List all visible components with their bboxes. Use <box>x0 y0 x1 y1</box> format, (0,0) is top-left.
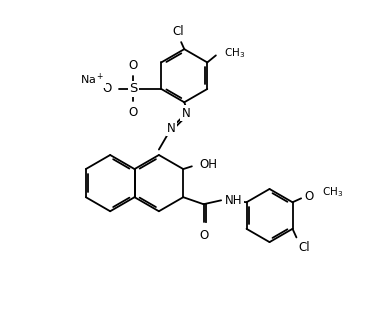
Text: Cl: Cl <box>172 25 184 38</box>
Text: N: N <box>182 107 191 120</box>
Text: NH: NH <box>225 194 243 207</box>
Text: OH: OH <box>200 158 218 171</box>
Text: Cl: Cl <box>298 241 310 254</box>
Text: $^{-}$O: $^{-}$O <box>95 82 113 95</box>
Text: Na$^+$: Na$^+$ <box>80 72 104 87</box>
Text: N: N <box>167 122 176 135</box>
Text: S: S <box>129 82 137 95</box>
Text: O: O <box>129 106 138 119</box>
Text: O: O <box>199 229 208 242</box>
Text: CH$_3$: CH$_3$ <box>322 185 343 199</box>
Text: O: O <box>129 59 138 72</box>
Text: CH$_3$: CH$_3$ <box>224 46 245 60</box>
Text: O: O <box>304 190 314 203</box>
